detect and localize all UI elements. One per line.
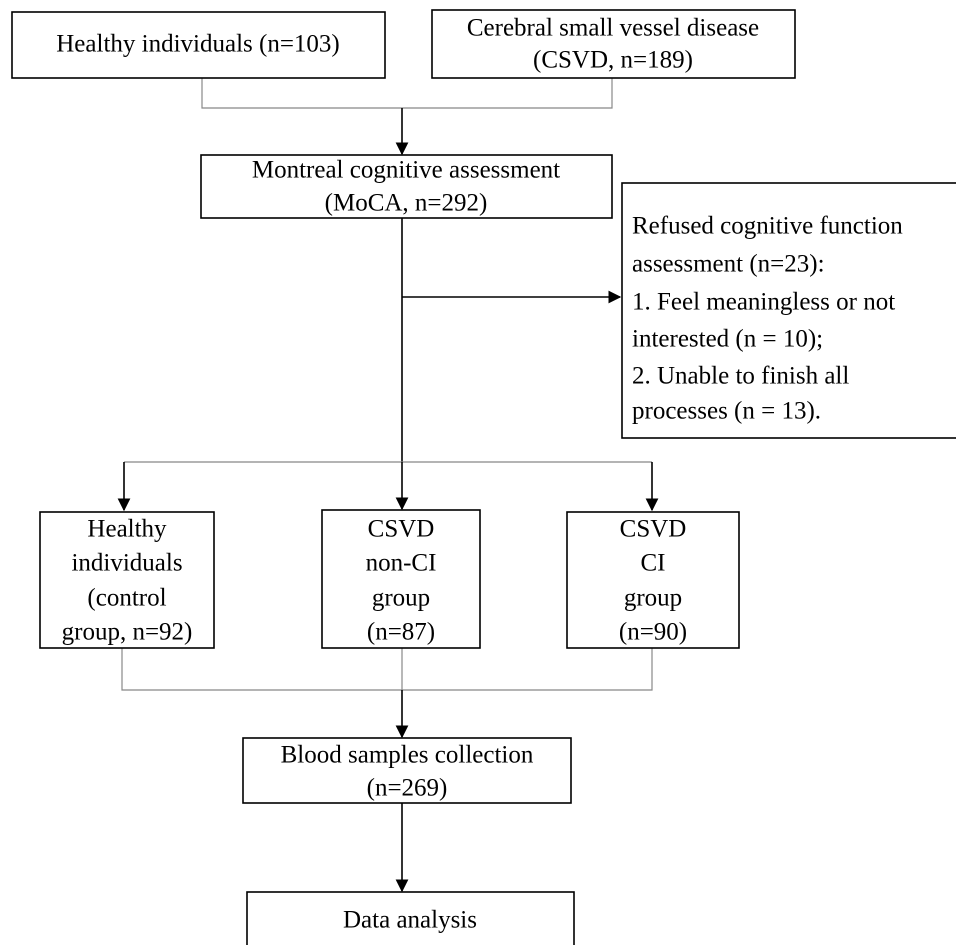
node-text: group: [624, 585, 682, 612]
box: [321, 509, 481, 649]
box: [431, 9, 796, 79]
node-text: group, n=92): [62, 619, 193, 646]
node-text: CI: [641, 550, 666, 577]
node-text: assessment (n=23):: [632, 251, 825, 278]
node-text: interested (n = 10);: [632, 326, 823, 353]
box: [200, 154, 613, 219]
node-text: (control: [87, 585, 166, 612]
box: [246, 891, 575, 945]
merge-connector: [201, 78, 613, 109]
box: [242, 737, 572, 804]
node-text: (MoCA, n=292): [325, 190, 488, 217]
node-text: non-CI: [366, 550, 437, 577]
node-text: Healthy: [87, 516, 167, 543]
node-text: Healthy individuals (n=103): [56, 31, 340, 58]
node-text: Montreal cognitive assessment: [252, 157, 560, 184]
box: [11, 11, 386, 79]
node-text: CSVD: [368, 516, 435, 543]
node-text: Blood samples collection: [281, 742, 534, 769]
box: [566, 511, 740, 649]
node-text: (n=90): [619, 619, 687, 646]
node-text: individuals: [71, 550, 182, 577]
node-text: group: [372, 585, 430, 612]
node-text: 2. Unable to finish all: [632, 363, 849, 390]
box: [39, 511, 215, 649]
node-text: (n=269): [367, 775, 448, 802]
node-text: 1. Feel meaningless or not: [632, 289, 895, 316]
node-text: CSVD: [620, 516, 687, 543]
node-text: Data analysis: [343, 907, 477, 934]
node-text: Refused cognitive function: [632, 213, 903, 240]
merge-connector: [121, 648, 653, 691]
node-text: (n=87): [367, 619, 435, 646]
node-text: Cerebral small vessel disease: [467, 15, 759, 42]
node-text: (CSVD, n=189): [533, 47, 693, 74]
box: [621, 182, 956, 439]
node-text: processes (n = 13).: [632, 398, 821, 425]
